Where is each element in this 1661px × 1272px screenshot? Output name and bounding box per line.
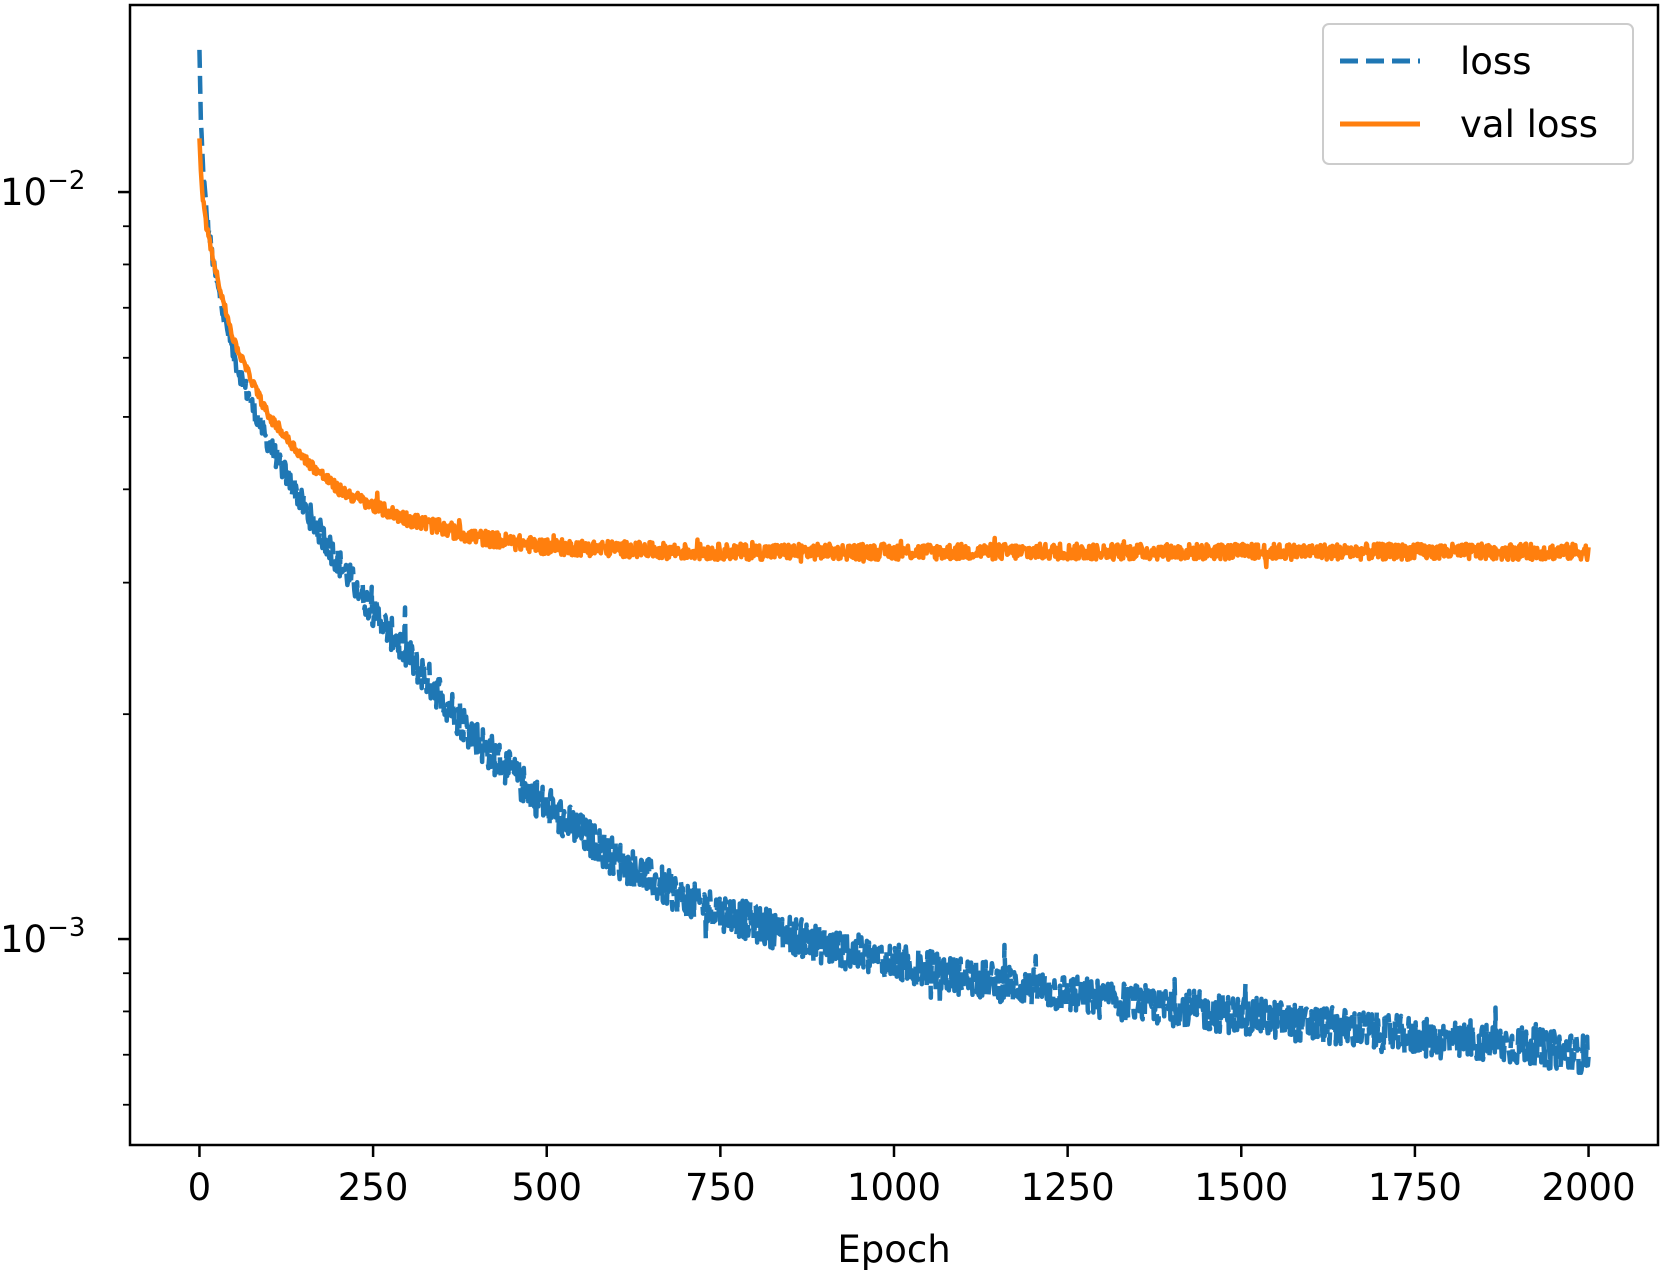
x-tick-label: 500 — [511, 1166, 582, 1209]
series-line-val-loss — [197, 138, 1591, 570]
legend-loss-label: loss — [1460, 40, 1531, 83]
x-tick-label: 1250 — [1021, 1166, 1115, 1209]
plot-area — [128, 3, 1660, 1147]
y-tick-label: 10−2 — [0, 166, 85, 214]
x-tick-label: 750 — [685, 1166, 756, 1209]
x-tick-label: 1000 — [847, 1166, 941, 1209]
x-axis-label: Epoch — [837, 1228, 950, 1271]
x-tick-label: 1500 — [1194, 1166, 1288, 1209]
y-tick-label: 10−3 — [0, 913, 85, 961]
series-line-loss — [197, 49, 1591, 1076]
y-axis: 10−2 10−3 — [0, 166, 130, 1106]
x-tick-label: 250 — [338, 1166, 409, 1209]
x-tick-label: 0 — [188, 1166, 212, 1209]
series-layer — [197, 49, 1591, 1076]
x-tick-label: 1750 — [1368, 1166, 1462, 1209]
x-axis: 0 250 500 750 1000 1250 1500 1750 2000 — [188, 1145, 1636, 1209]
legend: loss val loss — [1322, 23, 1634, 165]
x-tick-label: 2000 — [1541, 1166, 1635, 1209]
legend-val-loss-label: val loss — [1460, 103, 1598, 146]
